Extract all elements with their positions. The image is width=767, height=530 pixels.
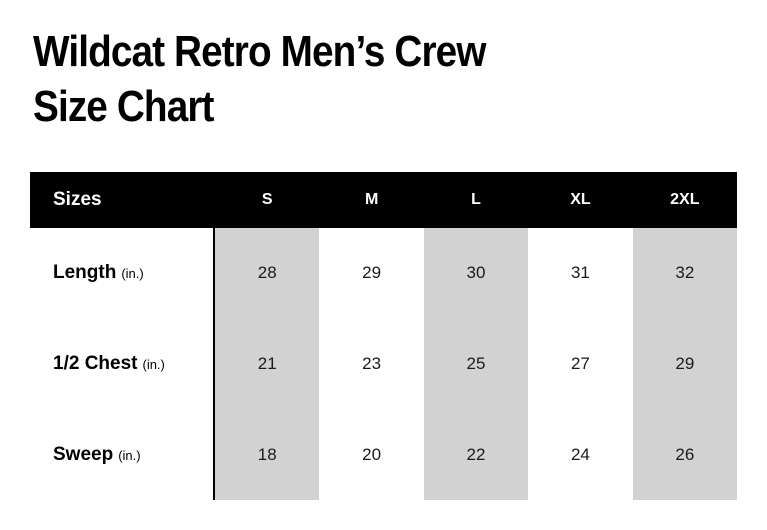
column-header-xl: XL	[570, 191, 591, 208]
data-column-l: 30 25 22	[423, 228, 529, 500]
data-column-m: 29 23 20	[319, 228, 423, 500]
row-label-text: Length	[53, 262, 117, 284]
table-header-row: Sizes S M L XL 2XL	[30, 172, 737, 228]
cell-half-chest-l: 25	[466, 354, 486, 373]
page-title: Wildcat Retro Men’s Crew Size Chart	[33, 24, 486, 134]
cell-sweep-2xl: 26	[675, 444, 695, 464]
cell-length-l: 30	[466, 263, 486, 283]
column-header-l: L	[471, 191, 481, 208]
page-title-line-1: Wildcat Retro Men’s Crew	[33, 27, 486, 76]
cell-length-2xl: 32	[675, 263, 695, 283]
row-label-column: Length (in.) 1/2 Chest (in.) Sweep (in.)	[30, 228, 213, 500]
column-header-2xl: 2XL	[670, 191, 700, 208]
row-label-text: 1/2 Chest	[53, 353, 138, 374]
cell-half-chest-m: 23	[362, 354, 382, 373]
row-unit-text: (in.)	[142, 357, 165, 372]
cell-sweep-s: 18	[257, 444, 277, 464]
table-corner-label: Sizes	[53, 189, 102, 210]
cell-length-xl: 31	[570, 263, 590, 283]
row-label-sweep: Sweep (in.)	[30, 409, 213, 500]
column-header-m: M	[364, 191, 379, 208]
column-header-s: S	[261, 191, 273, 208]
cell-half-chest-xl: 27	[570, 354, 590, 373]
table-body: Length (in.) 1/2 Chest (in.) Sweep (in.) 28	[30, 228, 738, 500]
data-column-2xl: 32 29 26	[632, 228, 738, 500]
row-label-half-chest: 1/2 Chest (in.)	[30, 319, 213, 410]
size-chart-table: Sizes S M L XL 2XL Length (in.) 1/2 Chest…	[30, 172, 738, 500]
cell-length-m: 29	[362, 263, 382, 283]
cell-sweep-l: 22	[466, 444, 486, 464]
cell-half-chest-s: 21	[257, 354, 277, 373]
cell-sweep-xl: 24	[570, 444, 590, 464]
cell-sweep-m: 20	[362, 444, 382, 464]
row-unit-text: (in.)	[121, 266, 144, 282]
row-label-text: Sweep	[53, 443, 114, 465]
cell-length-s: 28	[257, 263, 277, 283]
row-label-length: Length (in.)	[30, 228, 213, 319]
data-column-s: 28 21 18	[215, 228, 320, 500]
cell-half-chest-2xl: 29	[675, 354, 695, 373]
row-unit-text: (in.)	[118, 447, 141, 463]
vertical-divider	[213, 228, 215, 500]
page-title-line-2: Size Chart	[33, 82, 214, 131]
data-column-xl: 31 27 24	[528, 228, 632, 500]
